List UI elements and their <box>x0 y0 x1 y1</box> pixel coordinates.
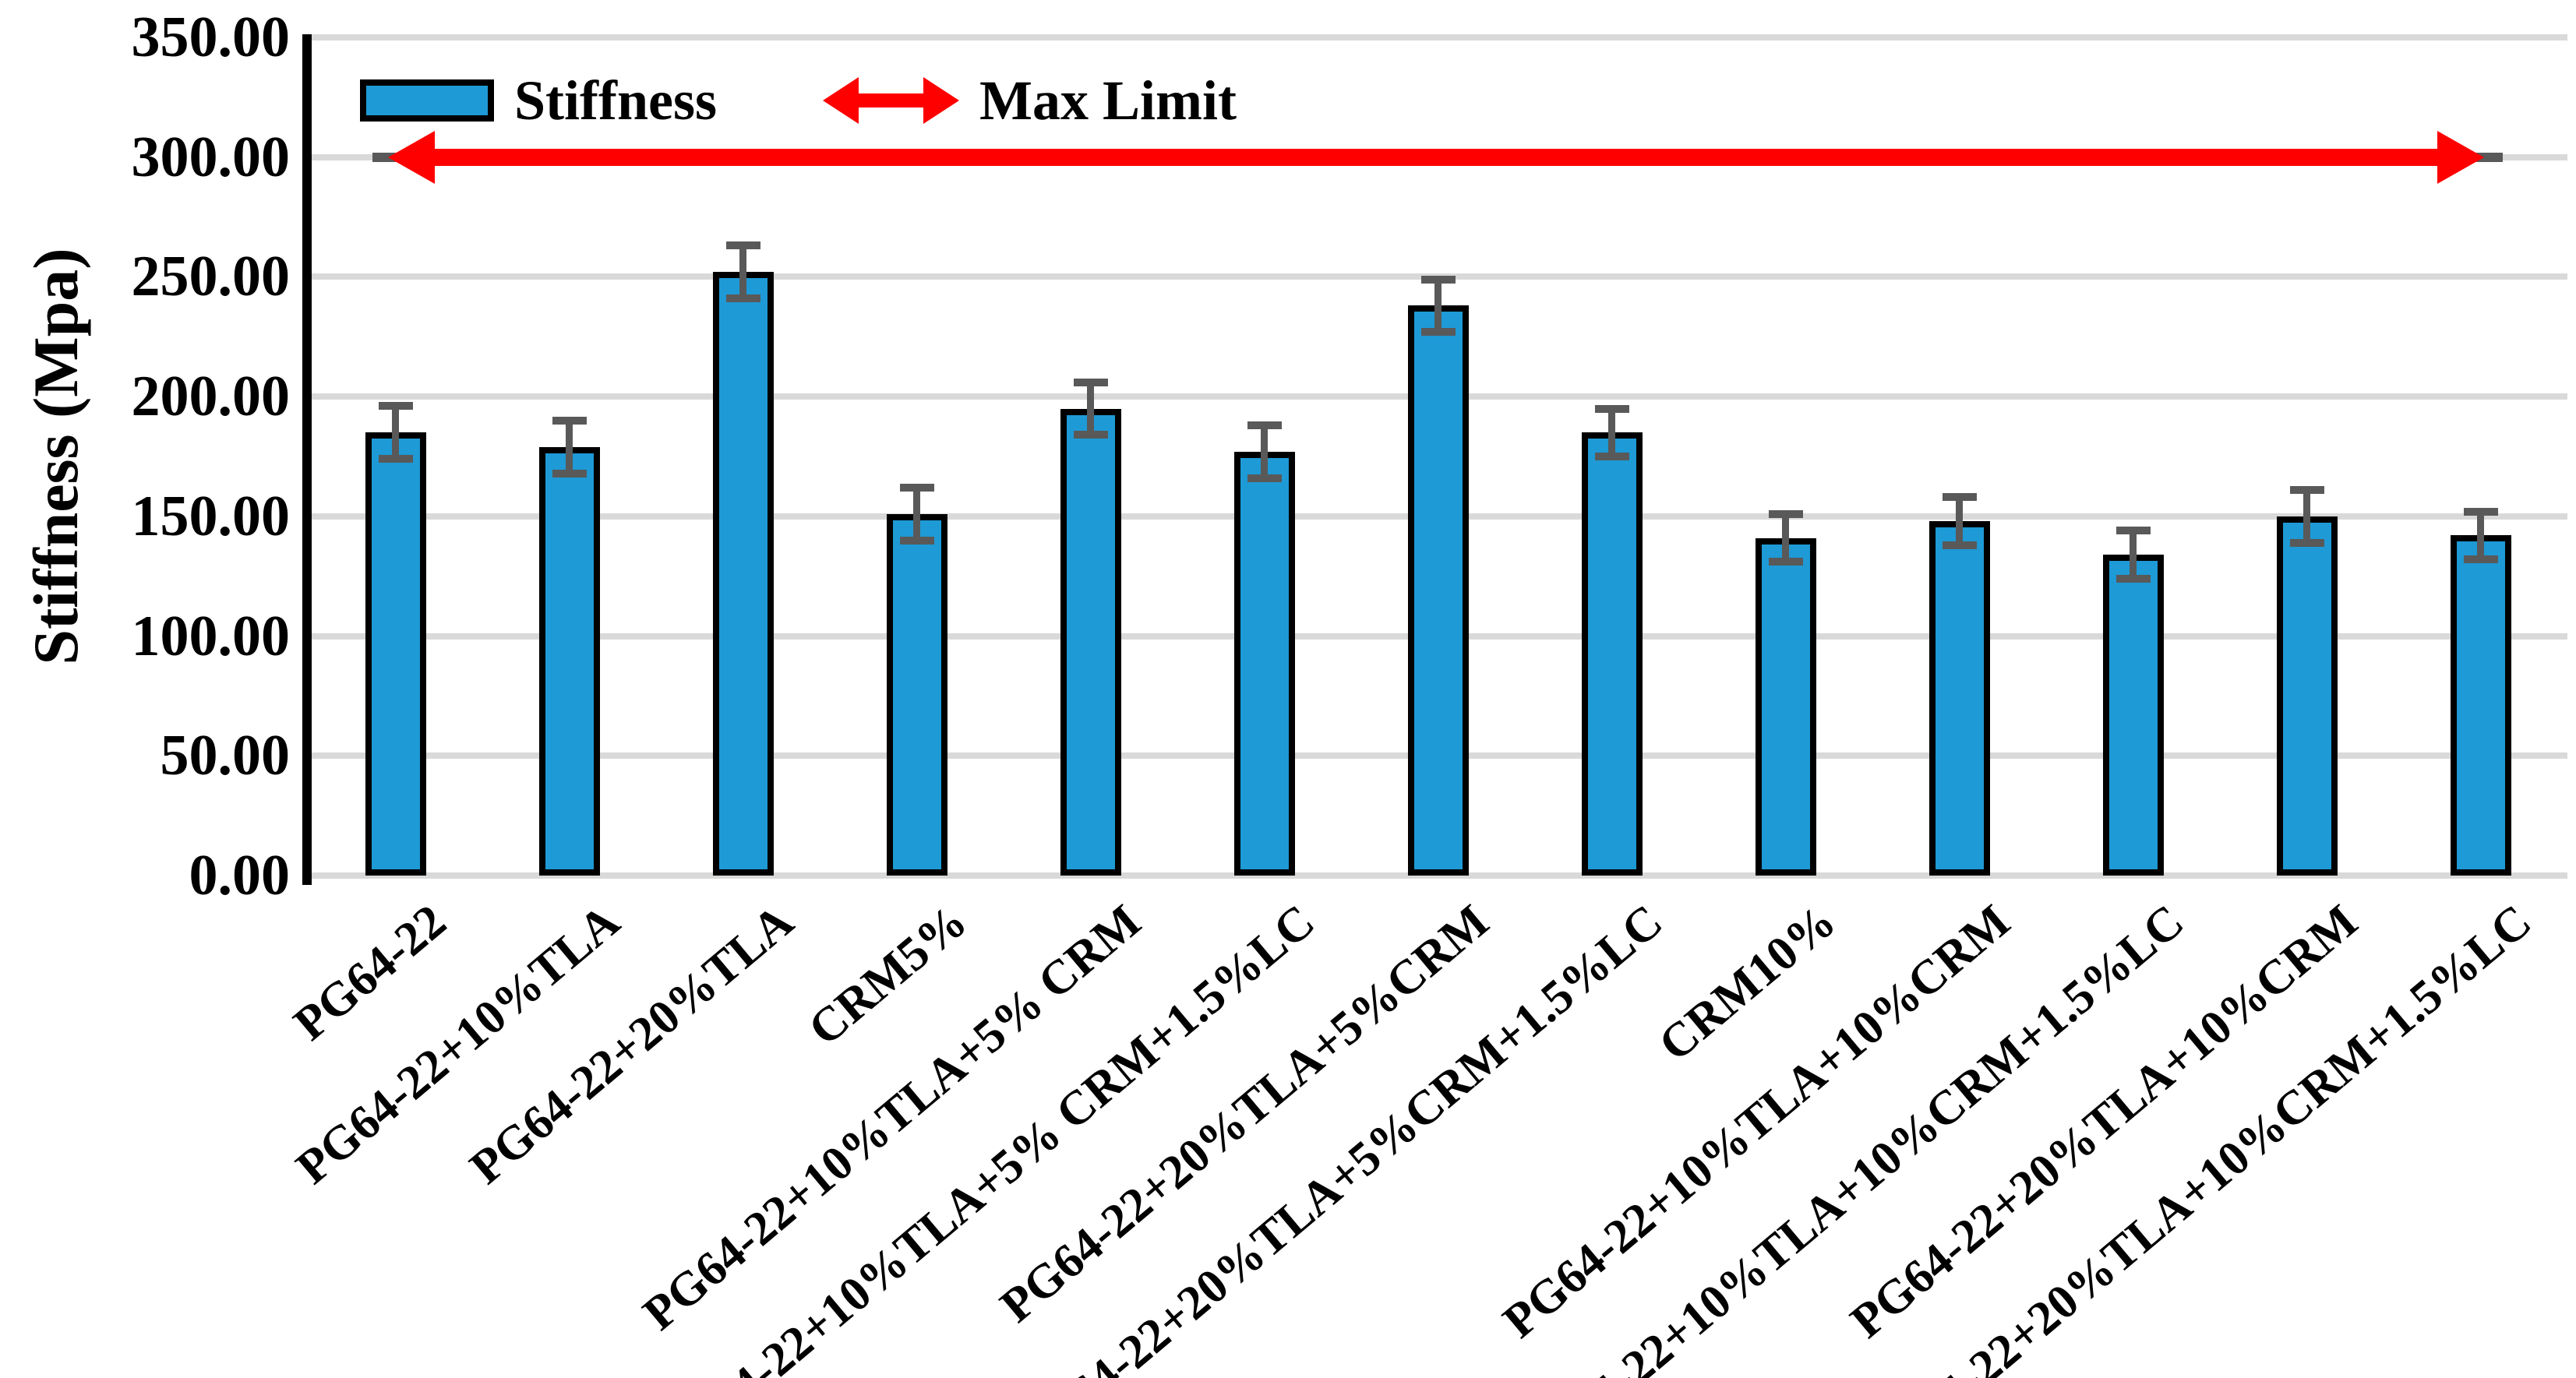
bar <box>538 446 600 876</box>
double-arrow-icon <box>823 76 959 125</box>
arrow-shaft-icon <box>854 93 928 107</box>
error-bar-bottom-cap <box>725 294 760 303</box>
error-bar <box>1608 408 1615 456</box>
error-bar <box>2303 490 2310 543</box>
error-bar-bottom-cap <box>2289 538 2324 547</box>
error-bar-top-cap <box>1942 493 1977 502</box>
y-tick-label: 250.00 <box>131 245 291 309</box>
max-limit-arrow-left-head <box>388 131 435 184</box>
bar <box>1407 305 1469 876</box>
arrow-right-head-icon <box>923 77 959 124</box>
y-tick-label: 300.00 <box>131 125 291 189</box>
error-bar <box>1261 425 1268 478</box>
error-bar-bottom-cap <box>378 455 413 463</box>
bar <box>2276 516 2338 876</box>
error-bar-bottom-cap <box>1594 453 1629 460</box>
error-bar <box>739 245 746 299</box>
legend-item-max-limit: Max Limit <box>823 72 1237 129</box>
gridline <box>309 34 2567 41</box>
error-bar-top-cap <box>552 416 587 425</box>
error-bar-top-cap <box>725 241 760 250</box>
error-bar-bottom-cap <box>2463 555 2498 564</box>
error-bar <box>566 420 573 474</box>
error-bar-top-cap <box>378 402 413 411</box>
y-tick-label: 150.00 <box>131 484 291 548</box>
error-bar-top-cap <box>1247 421 1282 430</box>
legend-item-stiffness: Stiffness <box>360 72 717 129</box>
error-bar-top-cap <box>1768 509 1803 518</box>
error-bar-top-cap <box>2463 507 2498 516</box>
max-limit-arrow-right-head <box>2437 131 2484 184</box>
y-axis-line <box>302 34 312 885</box>
legend-stiffness-label: Stiffness <box>514 69 718 132</box>
error-bar-top-cap <box>1594 404 1629 413</box>
bar <box>1755 537 1816 876</box>
error-bar <box>1434 279 1442 333</box>
x-tick-label: PG64-22+20%TLA <box>460 894 803 1195</box>
bar <box>1928 521 1990 876</box>
arrow-left-head-icon <box>823 77 859 124</box>
y-tick-label: 100.00 <box>131 604 291 668</box>
error-bar-top-cap <box>1073 378 1108 386</box>
error-bar-bottom-cap <box>1768 558 1803 566</box>
bar <box>886 513 947 876</box>
error-bar-bottom-cap <box>552 469 587 478</box>
y-tick-label: 350.00 <box>131 5 291 69</box>
error-bar <box>1087 382 1094 435</box>
y-tick-label: 50.00 <box>160 724 291 788</box>
bar <box>2450 535 2511 876</box>
y-tick-label: 200.00 <box>131 365 291 429</box>
error-bar-top-cap <box>899 483 934 492</box>
y-axis-title: Stiffness (Mpa) <box>20 248 91 665</box>
error-bar-bottom-cap <box>1073 431 1108 439</box>
error-bar <box>1782 513 1789 562</box>
error-bar <box>913 487 920 541</box>
x-tick-label: PG64-22+10%TLA <box>286 894 630 1195</box>
gridline <box>309 872 2567 879</box>
error-bar-bottom-cap <box>1942 541 1977 549</box>
stiffness-swatch-icon <box>360 79 494 122</box>
legend-max-limit-label: Max Limit <box>979 69 1237 132</box>
y-tick-label: 0.00 <box>189 844 291 908</box>
error-bar <box>2477 511 2484 560</box>
bar <box>1233 451 1295 876</box>
error-bar-top-cap <box>1420 275 1456 284</box>
error-bar-bottom-cap <box>899 536 934 545</box>
bar <box>712 272 774 876</box>
x-tick-label: PG64-22 <box>284 894 456 1051</box>
bar <box>365 432 426 876</box>
error-bar-bottom-cap <box>2115 574 2151 583</box>
error-bar <box>2130 530 2137 579</box>
bar <box>1060 408 1121 876</box>
error-bar-top-cap <box>2289 486 2324 495</box>
error-bar <box>1956 497 1963 545</box>
bar <box>2102 555 2164 876</box>
max-limit-arrow-shaft <box>430 149 2440 166</box>
error-bar <box>392 406 399 460</box>
error-bar-bottom-cap <box>1247 474 1282 482</box>
error-bar-bottom-cap <box>1420 328 1456 337</box>
bar <box>1581 432 1643 876</box>
error-bar-top-cap <box>2115 527 2151 535</box>
x-tick-label: CRM5% <box>799 894 977 1056</box>
